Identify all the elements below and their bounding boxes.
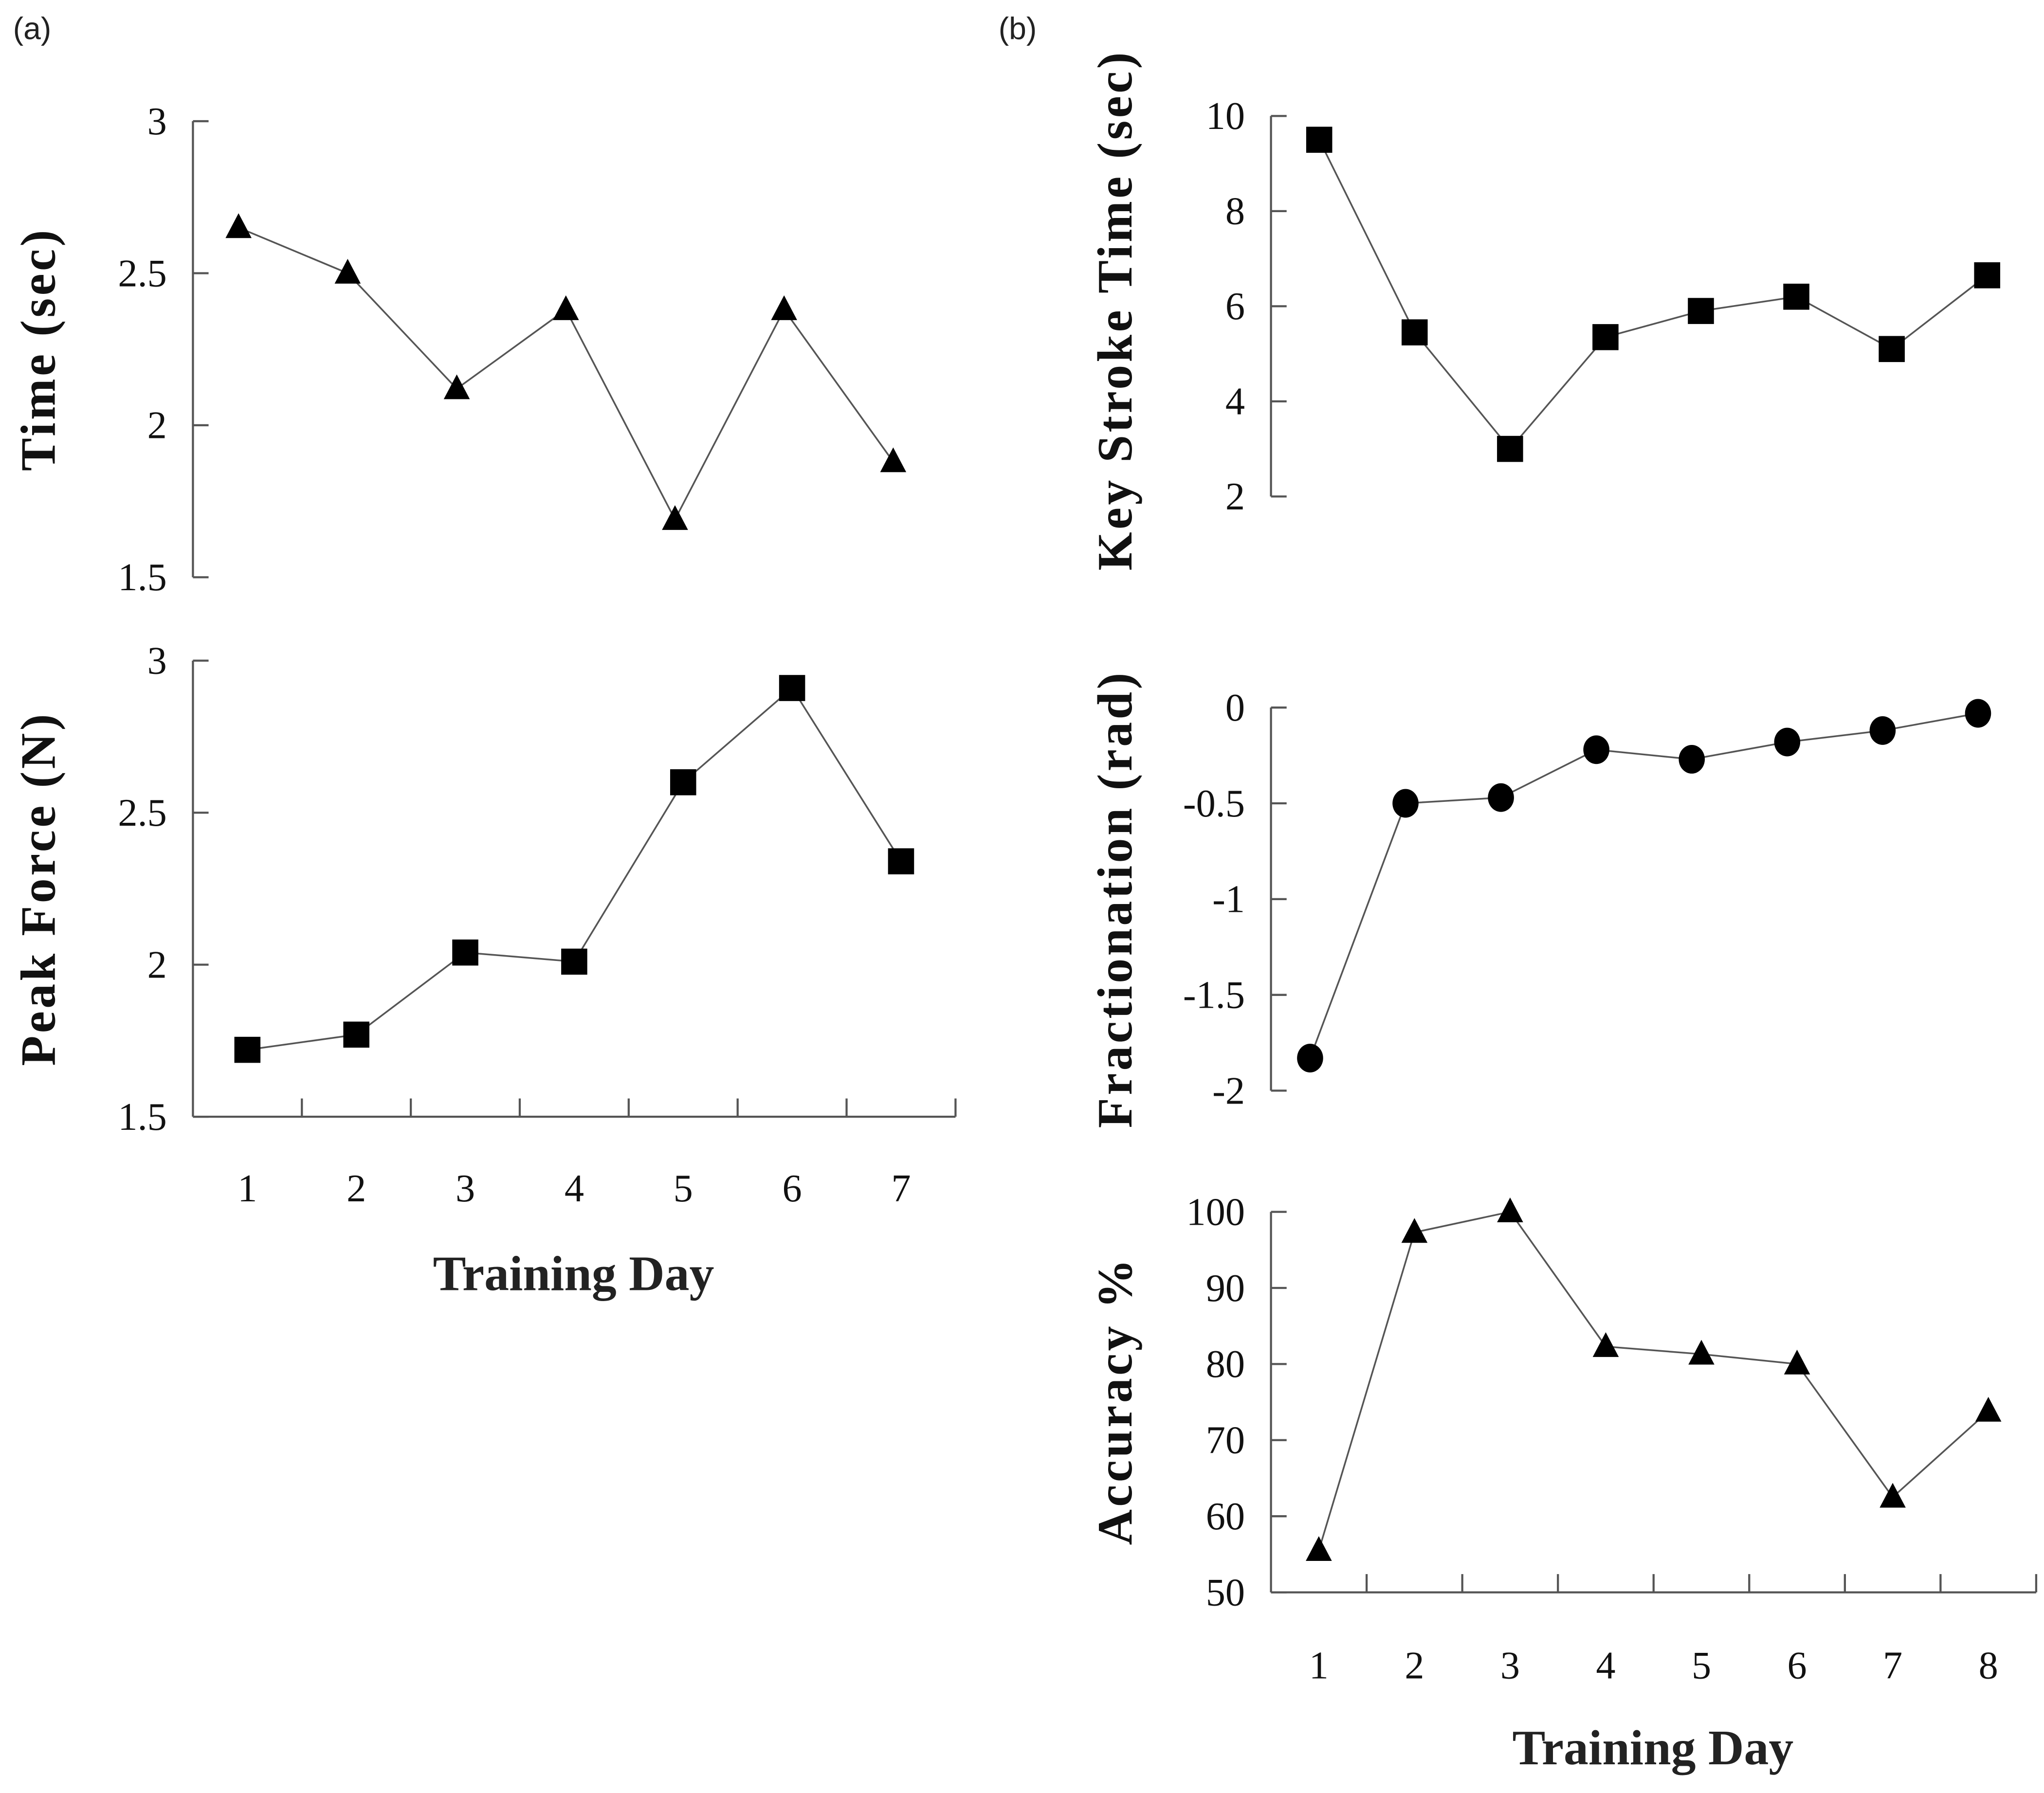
key-stroke-y-axis-title: Key Stroke Time (sec) xyxy=(1088,50,1143,571)
accuracy-chart: Accuracy % Training Day 100 90 80 70 60 50 1 2 3… xyxy=(1088,1190,2038,1775)
fractionation-chart: Fractionation (rad) 0 -0.5 -1 -1.5 -2 xyxy=(1088,670,1991,1128)
data-point-square xyxy=(1306,127,1332,153)
data-point-circle xyxy=(1297,1044,1323,1073)
data-point-triangle xyxy=(1497,1197,1523,1223)
data-point-triangle xyxy=(334,259,361,284)
peak-force-y-axis-title: Peak Force (N) xyxy=(11,711,66,1066)
data-point-square xyxy=(234,1036,261,1063)
y-tick-label: 100 xyxy=(1186,1190,1245,1233)
data-point-triangle xyxy=(552,295,579,320)
series-line xyxy=(1318,1211,1989,1551)
time-y-axis-title: Time (sec) xyxy=(11,227,66,471)
data-point-triangle xyxy=(1880,1483,1906,1508)
key-stroke-time-chart: Key Stroke Time (sec) 10 8 6 4 2 xyxy=(1088,50,2000,571)
y-tick-label: 1.5 xyxy=(118,556,166,599)
data-point-square xyxy=(888,848,914,874)
x-tick-label: 1 xyxy=(1309,1644,1329,1687)
data-point-square xyxy=(779,675,805,701)
x-tick-label: 5 xyxy=(1692,1644,1711,1687)
x-tick-label: 7 xyxy=(891,1167,911,1210)
y-tick-label: -1 xyxy=(1212,878,1245,921)
time-chart: Time (sec) 3 2.5 2 1.5 xyxy=(11,100,907,599)
y-tick-label: 2.5 xyxy=(118,252,166,295)
data-point-square xyxy=(452,939,478,966)
x-tick-label: 2 xyxy=(1405,1644,1424,1687)
x-tick-label: 4 xyxy=(1596,1644,1615,1687)
data-point-triangle xyxy=(662,505,688,530)
data-point-square xyxy=(343,1021,369,1048)
data-point-triangle xyxy=(1688,1340,1715,1365)
data-point-square xyxy=(561,948,587,975)
data-point-triangle xyxy=(225,213,252,238)
y-tick-label: 3 xyxy=(147,100,167,143)
x-tick-label: 2 xyxy=(347,1167,366,1210)
x-tick-label: 7 xyxy=(1883,1644,1902,1687)
x-tick-label: 1 xyxy=(237,1167,257,1210)
series-line xyxy=(1309,712,1978,1059)
x-tick-label: 5 xyxy=(674,1167,693,1210)
y-tick-label: 4 xyxy=(1225,380,1245,423)
data-point-square xyxy=(1401,319,1428,345)
y-tick-label: -0.5 xyxy=(1183,782,1245,825)
data-point-circle xyxy=(1583,735,1609,764)
x-tick-label: 3 xyxy=(456,1167,475,1210)
y-tick-label: 10 xyxy=(1206,94,1245,138)
y-tick-label: 2.5 xyxy=(118,791,166,834)
y-tick-label: 8 xyxy=(1225,190,1245,233)
y-tick-label: 3 xyxy=(147,639,167,683)
series-line xyxy=(247,687,902,1051)
data-point-circle xyxy=(1392,789,1419,818)
data-point-triangle xyxy=(1306,1536,1332,1561)
data-point-square xyxy=(1592,324,1619,350)
y-tick-label: 2 xyxy=(147,943,167,986)
data-point-triangle xyxy=(443,374,470,399)
data-point-triangle xyxy=(1592,1332,1619,1357)
y-tick-label: -1.5 xyxy=(1183,973,1245,1016)
data-point-triangle xyxy=(771,295,797,320)
right-x-axis-title: Training Day xyxy=(1513,1721,1794,1775)
data-point-triangle xyxy=(1784,1349,1810,1375)
data-point-square xyxy=(1497,435,1523,462)
y-tick-label: 2 xyxy=(147,404,167,447)
x-tick-label: 6 xyxy=(783,1167,802,1210)
y-tick-label: 2 xyxy=(1225,475,1245,518)
panel-label-b: (b) xyxy=(999,11,1037,46)
y-tick-label: 6 xyxy=(1225,285,1245,328)
y-tick-label: 50 xyxy=(1206,1571,1245,1614)
data-point-square xyxy=(1974,262,2000,289)
series-line xyxy=(1318,139,1988,451)
data-point-square xyxy=(1688,298,1714,324)
series-line xyxy=(238,227,894,522)
data-point-square xyxy=(1879,336,1905,362)
panel-label-a: (a) xyxy=(13,11,52,46)
x-tick-label: 3 xyxy=(1500,1644,1520,1687)
y-tick-label: -2 xyxy=(1212,1069,1245,1112)
y-tick-label: 1.5 xyxy=(118,1095,166,1139)
peak-force-chart: Peak Force (N) Training Day 3 2.5 2 1.5 1 2 3 4… xyxy=(11,639,957,1301)
data-point-circle xyxy=(1679,745,1705,774)
y-tick-label: 80 xyxy=(1206,1342,1245,1386)
y-tick-label: 90 xyxy=(1206,1267,1245,1310)
accuracy-y-axis-title: Accuracy % xyxy=(1088,1256,1143,1545)
y-tick-label: 60 xyxy=(1206,1495,1245,1538)
data-point-square xyxy=(1783,284,1809,310)
left-x-axis-title: Training Day xyxy=(433,1246,714,1301)
data-point-triangle xyxy=(1975,1396,2002,1422)
x-tick-label: 8 xyxy=(1979,1644,1998,1687)
data-point-circle xyxy=(1488,783,1514,812)
x-tick-label: 6 xyxy=(1787,1644,1807,1687)
data-point-triangle xyxy=(880,447,907,472)
data-point-circle xyxy=(1774,727,1801,757)
fractionation-y-axis-title: Fractionation (rad) xyxy=(1088,670,1143,1128)
data-point-circle xyxy=(1869,716,1896,745)
data-point-circle xyxy=(1965,699,1991,728)
data-point-square xyxy=(670,769,696,796)
x-tick-label: 4 xyxy=(565,1167,584,1210)
y-tick-label: 70 xyxy=(1206,1419,1245,1462)
data-point-triangle xyxy=(1401,1218,1428,1243)
y-tick-label: 0 xyxy=(1225,686,1245,729)
